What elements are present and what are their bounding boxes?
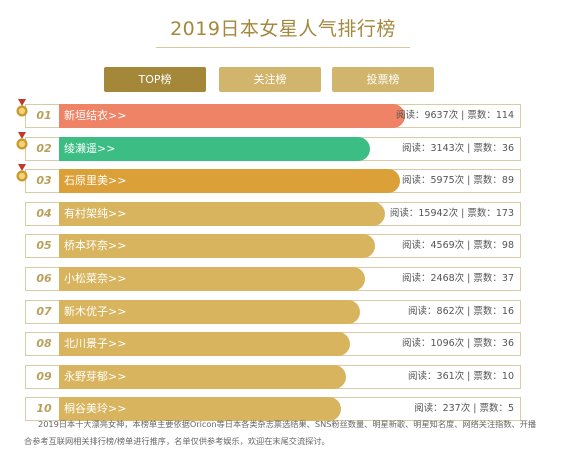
- ranking-row[interactable]: 10 桐谷美玲>> 阅读：237次 | 票数：5: [25, 397, 521, 421]
- read-vote-stats: 阅读：15942次 | 票数：173: [389, 208, 514, 219]
- rank-number: 03: [36, 174, 52, 187]
- celebrity-name-link[interactable]: 永野芽郁>>: [64, 370, 127, 383]
- ranking-row[interactable]: 08 北川景子>> 阅读：1096次 | 票数：36: [25, 332, 521, 356]
- rank-number: 06: [36, 272, 52, 285]
- medal-icon: [16, 99, 28, 117]
- medal-icon: [16, 132, 28, 150]
- popularity-bar: [59, 137, 370, 161]
- ranking-row[interactable]: 09 永野芽郁>> 阅读：361次 | 票数：10: [25, 365, 521, 389]
- popularity-bar: [59, 104, 405, 128]
- celebrity-name-link[interactable]: 新垣结衣>>: [64, 109, 127, 122]
- rank-number: 08: [36, 337, 52, 350]
- read-vote-stats: 阅读：2468次 | 票数：37: [401, 273, 514, 284]
- read-vote-stats: 阅读：237次 | 票数：5: [414, 403, 514, 414]
- ranking-row[interactable]: 06 小松菜奈>> 阅读：2468次 | 票数：37: [25, 267, 521, 291]
- celebrity-name-link[interactable]: 有村架纯>>: [64, 207, 127, 220]
- rank-number: 01: [36, 109, 52, 122]
- popularity-bar: [59, 365, 346, 389]
- celebrity-name-link[interactable]: 新木优子>>: [64, 305, 127, 318]
- medal-icon: [16, 164, 28, 182]
- tab-top[interactable]: TOP榜: [104, 67, 206, 92]
- read-vote-stats: 阅读：862次 | 票数：16: [408, 306, 514, 317]
- read-vote-stats: 阅读：1096次 | 票数：36: [401, 338, 514, 349]
- ranking-row[interactable]: 07 新木优子>> 阅读：862次 | 票数：16: [25, 300, 521, 324]
- footer-note: 2019日本十大漂亮女神，本榜单主要依据Oricon等日本各类杂志票选结果、SN…: [24, 419, 537, 446]
- celebrity-name-link[interactable]: 绫濑遥>>: [64, 142, 116, 155]
- popularity-bar: [59, 332, 350, 356]
- read-vote-stats: 阅读：5975次 | 票数：89: [401, 175, 514, 186]
- rank-number: 02: [36, 142, 52, 155]
- celebrity-name-link[interactable]: 桐谷美玲>>: [64, 402, 127, 415]
- ranking-row[interactable]: 05 桥本环奈>> 阅读：4569次 | 票数：98: [25, 234, 521, 258]
- celebrity-name-link[interactable]: 桥本环奈>>: [64, 239, 127, 252]
- rank-number: 05: [36, 239, 52, 252]
- celebrity-name-link[interactable]: 石原里美>>: [64, 174, 127, 187]
- ranking-row[interactable]: 03 石原里美>> 阅读：5975次 | 票数：89: [16, 164, 521, 193]
- rank-number: 09: [36, 370, 52, 383]
- read-vote-stats: 阅读：4569次 | 票数：98: [401, 240, 514, 251]
- read-vote-stats: 阅读：9637次 | 票数：114: [395, 110, 514, 121]
- tab-follow[interactable]: 关注榜: [219, 67, 321, 92]
- tab-vote[interactable]: 投票榜: [332, 67, 434, 92]
- popularity-bar: [59, 300, 360, 324]
- popularity-bar: [59, 202, 385, 226]
- read-vote-stats: 阅读：3143次 | 票数：36: [401, 143, 514, 154]
- popularity-bar: [59, 267, 365, 291]
- popularity-bar: [59, 234, 375, 258]
- popularity-bar: [59, 397, 341, 421]
- ranking-row[interactable]: 01 新垣结衣>> 阅读：9637次 | 票数：114: [16, 99, 521, 128]
- rank-number: 07: [36, 305, 52, 318]
- title-underline: [156, 47, 410, 48]
- read-vote-stats: 阅读：361次 | 票数：10: [408, 371, 514, 382]
- ranking-row[interactable]: 02 绫濑遥>> 阅读：3143次 | 票数：36: [16, 132, 521, 161]
- celebrity-name-link[interactable]: 北川景子>>: [64, 337, 127, 350]
- ranking-row[interactable]: 04 有村架纯>> 阅读：15942次 | 票数：173: [25, 202, 521, 226]
- rank-number: 04: [36, 207, 52, 220]
- page-title: 2019日本女星人气排行榜: [170, 18, 396, 40]
- popularity-bar: [59, 169, 400, 193]
- rank-number: 10: [36, 402, 52, 415]
- celebrity-name-link[interactable]: 小松菜奈>>: [64, 272, 127, 285]
